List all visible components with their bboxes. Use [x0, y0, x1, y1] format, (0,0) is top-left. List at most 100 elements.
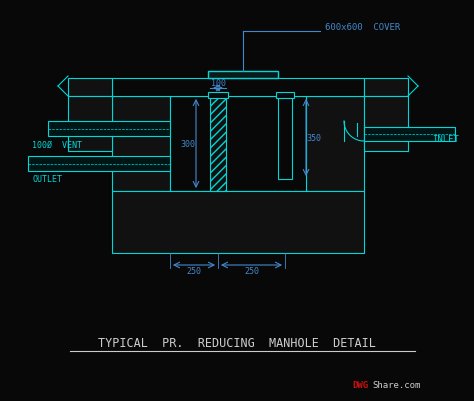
Point	[324, 107, 332, 113]
Point	[341, 144, 348, 151]
Point	[321, 125, 328, 132]
Point	[333, 101, 341, 107]
Point	[88, 77, 95, 83]
Point	[149, 123, 157, 129]
Point	[250, 207, 258, 213]
Point	[376, 123, 383, 129]
Point	[374, 122, 381, 128]
Point	[335, 193, 342, 199]
Point	[89, 83, 97, 90]
Point	[115, 213, 122, 219]
Point	[150, 182, 158, 188]
Point	[69, 119, 76, 126]
Point	[113, 151, 121, 157]
Point	[149, 245, 157, 251]
Point	[74, 117, 82, 124]
Point	[134, 176, 141, 183]
Point	[336, 222, 344, 229]
Point	[237, 229, 245, 235]
Point	[157, 120, 164, 127]
Point	[118, 114, 126, 121]
Point	[395, 147, 403, 154]
Point	[114, 146, 122, 152]
Point	[325, 235, 332, 241]
Point	[82, 122, 90, 129]
Point	[79, 128, 86, 134]
Point	[230, 218, 238, 225]
Point	[242, 211, 249, 217]
Point	[374, 144, 382, 150]
Point	[185, 222, 192, 229]
Point	[147, 230, 155, 237]
Point	[353, 108, 360, 115]
Point	[356, 163, 363, 169]
Point	[84, 89, 91, 96]
Point	[356, 101, 363, 107]
Point	[169, 211, 176, 218]
Point	[344, 192, 351, 199]
Point	[150, 154, 158, 160]
Point	[241, 248, 249, 254]
Point	[343, 242, 350, 249]
Point	[82, 128, 90, 134]
Point	[331, 135, 338, 142]
Point	[159, 213, 166, 219]
Point	[376, 87, 383, 93]
Point	[98, 87, 106, 94]
Point	[268, 190, 275, 197]
Point	[140, 120, 148, 126]
Point	[344, 203, 352, 209]
Point	[160, 243, 168, 250]
Point	[79, 141, 86, 148]
Point	[214, 197, 222, 204]
Point	[359, 115, 366, 122]
Point	[113, 244, 121, 250]
Point	[352, 98, 359, 105]
Point	[145, 118, 153, 124]
Point	[111, 183, 119, 190]
Point	[161, 210, 169, 217]
Point	[352, 102, 360, 109]
Point	[230, 222, 237, 229]
Point	[160, 138, 167, 144]
Point	[266, 223, 273, 230]
Point	[125, 198, 132, 205]
Point	[86, 142, 93, 148]
Point	[127, 128, 135, 135]
Point	[352, 162, 359, 168]
Point	[102, 99, 110, 105]
Point	[78, 115, 86, 122]
Point	[142, 135, 150, 142]
Point	[367, 133, 375, 140]
Point	[356, 136, 363, 142]
Point	[95, 127, 102, 133]
Point	[392, 79, 399, 85]
Point	[153, 192, 160, 199]
Point	[324, 211, 332, 217]
Point	[81, 141, 89, 148]
Point	[320, 131, 328, 138]
Point	[395, 113, 402, 119]
Point	[161, 112, 168, 118]
Point	[126, 174, 134, 180]
Point	[355, 211, 363, 217]
Point	[77, 96, 85, 103]
Point	[179, 243, 186, 249]
Point	[387, 141, 395, 148]
Point	[353, 238, 361, 245]
Point	[227, 190, 234, 196]
Point	[284, 226, 292, 232]
Point	[305, 102, 312, 108]
Point	[158, 148, 166, 155]
Point	[163, 219, 170, 225]
Point	[150, 162, 157, 168]
Point	[358, 124, 366, 131]
Point	[231, 203, 239, 209]
Point	[172, 193, 180, 200]
Point	[147, 224, 155, 230]
Point	[131, 196, 138, 203]
Point	[396, 84, 404, 90]
Point	[380, 109, 388, 115]
Point	[367, 101, 374, 107]
Point	[280, 232, 287, 239]
